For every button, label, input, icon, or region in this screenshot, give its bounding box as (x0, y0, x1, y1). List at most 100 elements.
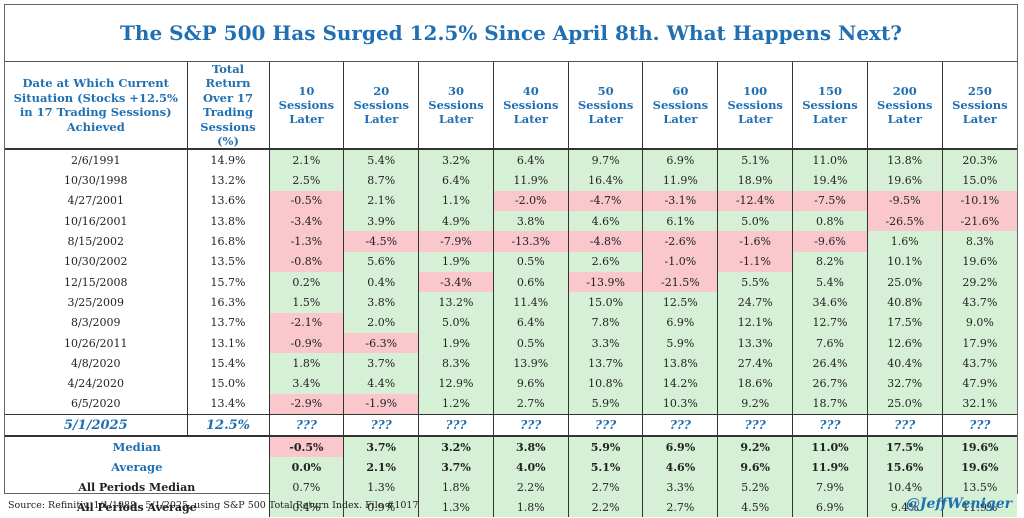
return-cell: 10.3% (642, 393, 719, 415)
total-return-cell: 13.8% (187, 211, 270, 232)
return-cell: 0.4% (343, 272, 420, 293)
date-cell: 8/15/2002 (5, 231, 188, 252)
summary-cell: 0.0% (269, 457, 345, 478)
column-header: 60 Sessions Later (642, 62, 719, 151)
table-row: 12/15/2008 15.7% 0.2% 0.4% -3.4% 0.6% -13.9% -2… (5, 272, 1017, 293)
return-cell: 9.2% (717, 393, 794, 415)
column-header: 40 Sessions Later (493, 62, 569, 151)
date-cell: 6/5/2020 (5, 393, 188, 415)
return-cell: 13.7% (568, 353, 644, 374)
return-cell: 18.9% (717, 170, 794, 191)
return-cell: -10.1% (942, 190, 1017, 212)
return-cell: 11.0% (792, 149, 868, 171)
return-cell: -0.9% (269, 332, 345, 354)
total-return-cell: 13.4% (187, 393, 270, 415)
column-header: 30 Sessions Later (418, 62, 494, 151)
summary-cell: 3.2% (418, 436, 494, 458)
summary-cell: 19.6% (942, 436, 1017, 458)
return-cell: -2.6% (642, 231, 719, 252)
return-cell: 10.1% (867, 251, 943, 273)
total-return-cell: 13.2% (187, 170, 270, 191)
returns-table: Date at Which Current Situation (Stocks … (5, 62, 1017, 518)
return-cell: -4.7% (568, 190, 644, 212)
return-cell: 4.4% (343, 373, 420, 394)
date-cell: 4/27/2001 (5, 190, 188, 212)
summary-cell: 1.8% (418, 477, 494, 498)
summary-row: All Periods Average 0.4% 0.9% 1.3% 1.8% 2.2% 2… (5, 497, 1017, 518)
total-return-cell: 13.5% (187, 251, 270, 273)
total-return-cell: 14.9% (187, 149, 270, 171)
summary-row: All Periods Median 0.7% 1.3% 1.8% 2.2% 2.7% 3.… (5, 477, 1017, 498)
summary-cell: 9.4% (867, 497, 943, 518)
return-cell: 12.5% (642, 292, 719, 313)
total-return-cell: 13.1% (187, 332, 270, 354)
return-cell: 12.7% (792, 312, 868, 333)
return-cell: 13.9% (493, 353, 569, 374)
return-cell: 6.9% (642, 149, 719, 171)
current-row: 5/1/2025 12.5%???????????????????????????… (5, 414, 1017, 438)
return-cell: 24.7% (717, 292, 794, 313)
return-cell: 18.6% (717, 373, 794, 394)
column-header: Date at Which Current Situation (Stocks … (5, 62, 188, 151)
return-cell: -12.4% (717, 190, 794, 212)
source-note: Source: Refinitiv, 1/1/1988 - 5/1/2025, … (8, 500, 419, 511)
column-header: 200 Sessions Later (867, 62, 943, 151)
return-cell: 26.7% (792, 373, 868, 394)
return-cell: 6.4% (493, 149, 569, 171)
total-return-cell: 15.4% (187, 353, 270, 374)
return-cell: 3.4% (269, 373, 345, 394)
author-handle: @JeffWeniger (905, 496, 1012, 512)
table-body: 2/6/1991 14.9% 2.1% 5.4% 3.2% 6.4% 9.7% 6.9% 5.1… (5, 149, 1017, 518)
return-cell: -6.3% (343, 332, 420, 354)
table-row: 2/6/1991 14.9% 2.1% 5.4% 3.2% 6.4% 9.7% 6.9% 5.1… (5, 149, 1017, 171)
return-cell: 5.0% (717, 211, 794, 232)
return-cell: 15.0% (568, 292, 644, 313)
return-cell: 26.4% (792, 353, 868, 374)
return-cell: -3.4% (269, 211, 345, 232)
table-row: 10/16/2001 13.8% -3.4% 3.9% 4.9% 3.8% 4.6% 6.1%… (5, 211, 1017, 232)
summary-cell: 10.4% (867, 477, 943, 498)
return-cell: 11.9% (642, 170, 719, 191)
return-cell: 11.4% (493, 292, 569, 313)
return-cell: 12.9% (418, 373, 494, 394)
return-cell: 5.0% (418, 312, 494, 333)
summary-cell: 19.6% (942, 457, 1017, 478)
return-cell: 12.1% (717, 312, 794, 333)
return-cell: 14.2% (642, 373, 719, 394)
summary-cell: 9.6% (717, 457, 794, 478)
return-cell: 8.3% (942, 231, 1017, 252)
summary-cell: 5.9% (568, 436, 644, 458)
return-cell: 12.6% (867, 332, 943, 354)
return-cell: 3.7% (343, 353, 420, 374)
return-cell: 1.6% (867, 231, 943, 252)
summary-cell: 7.9% (792, 477, 868, 498)
return-cell: 3.8% (493, 211, 569, 232)
summary-cell: 11.9% (792, 457, 868, 478)
summary-cell: 0.4% (269, 497, 345, 518)
summary-cell: 11.9% (942, 497, 1017, 518)
total-return-cell: 13.7% (187, 312, 270, 333)
return-cell: -13.3% (493, 231, 569, 252)
return-cell: 4.9% (418, 211, 494, 232)
return-cell: 2.1% (269, 149, 345, 171)
column-header: 20 Sessions Later (343, 62, 420, 151)
total-return-cell: 15.7% (187, 272, 270, 293)
summary-cell: 9.2% (717, 436, 794, 458)
return-cell: -2.0% (493, 190, 569, 212)
total-return-cell: 16.3% (187, 292, 270, 313)
unknown-cell: ??? (418, 414, 494, 438)
return-cell: -4.5% (343, 231, 420, 252)
summary-cell: 4.6% (642, 457, 719, 478)
summary-cell: 1.3% (418, 497, 494, 518)
return-cell: 8.2% (792, 251, 868, 273)
return-cell: 6.9% (642, 312, 719, 333)
return-cell: 7.8% (568, 312, 644, 333)
return-cell: 19.4% (792, 170, 868, 191)
return-cell: 2.6% (568, 251, 644, 273)
date-cell: 10/26/2011 (5, 332, 188, 354)
return-cell: 43.7% (942, 353, 1017, 374)
return-cell: 5.6% (343, 251, 420, 273)
return-cell: 0.2% (269, 272, 345, 293)
return-cell: 2.1% (343, 190, 420, 212)
summary-cell: 5.2% (717, 477, 794, 498)
